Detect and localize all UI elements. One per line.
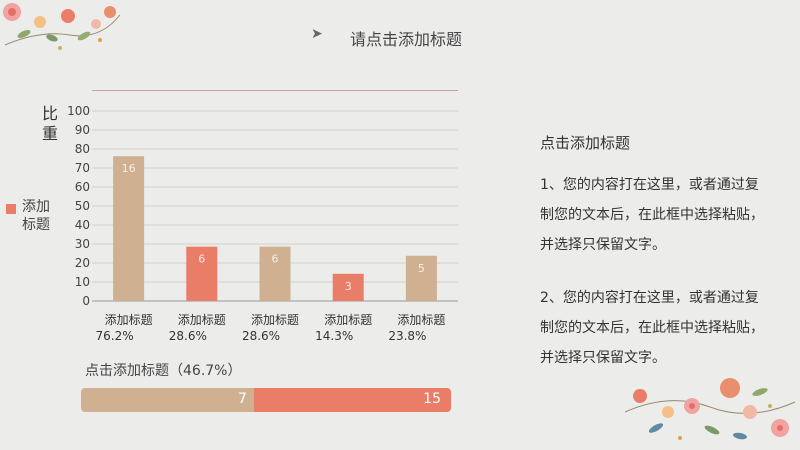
legend-label: 添加标题	[22, 199, 50, 233]
bar-data-label: 3	[345, 280, 352, 293]
progress-label: 点击添加标题（46.7%）	[85, 363, 242, 379]
progress-segment-a	[81, 388, 254, 412]
floral-decoration-top-left	[3, 3, 121, 50]
x-category-percent: 76.2%	[96, 329, 134, 343]
side-paragraph-1: 1、您的内容打在这里，或者通过复制您的文本后，在此框中选择粘贴，并选择只保留文字…	[540, 177, 764, 253]
bar-chart: 0 10 20 30 40 50 60 70 80 90 100 16 添加标题 76.2% 6 添加标题 28…	[67, 104, 458, 343]
legend-swatch	[6, 204, 16, 214]
progress-value-b: 15	[423, 391, 441, 407]
bar	[405, 255, 437, 301]
side-title: 点击添加标题	[540, 134, 631, 152]
progress-bar: 7 15	[81, 388, 451, 412]
y-tick-label: 40	[75, 218, 90, 232]
bar-data-label: 6	[272, 253, 279, 266]
x-category-label: 添加标题	[324, 313, 372, 327]
x-category-label: 添加标题	[105, 313, 153, 327]
side-paragraph-2: 2、您的内容打在这里，或者通过复制您的文本后，在此框中选择粘贴，并选择只保留文字…	[540, 290, 764, 366]
floral-decoration-bottom-right	[624, 378, 796, 440]
progress-segment-b	[254, 388, 451, 412]
y-axis-label: 比重	[41, 104, 58, 143]
y-tick-label: 20	[75, 256, 90, 270]
header-arrow-icon: ➤	[311, 26, 323, 42]
x-category-label: 添加标题	[178, 313, 226, 327]
progress-value-a: 7	[238, 391, 247, 407]
bar	[259, 246, 291, 301]
y-tick-label: 0	[82, 294, 90, 308]
bar-data-label: 5	[418, 262, 425, 275]
bar-data-label: 6	[198, 253, 205, 266]
header-title: 请点击添加标题	[350, 30, 463, 49]
divider-line	[92, 90, 458, 91]
y-tick-label: 70	[75, 161, 90, 175]
x-category-percent: 14.3%	[315, 329, 353, 343]
x-category-label: 添加标题	[397, 313, 445, 327]
bar	[113, 156, 145, 301]
y-tick-label: 100	[67, 104, 90, 118]
y-tick-label: 30	[75, 237, 90, 251]
y-tick-label: 90	[75, 123, 90, 137]
x-category-label: 添加标题	[251, 313, 299, 327]
y-tick-label: 80	[75, 142, 90, 156]
y-tick-label: 10	[75, 275, 90, 289]
y-tick-label: 50	[75, 199, 90, 213]
x-category-percent: 28.6%	[169, 329, 207, 343]
bar	[186, 246, 218, 301]
x-category-percent: 28.6%	[242, 329, 280, 343]
bar	[332, 273, 364, 301]
x-category-percent: 23.8%	[388, 329, 426, 343]
bar-data-label: 16	[122, 162, 136, 175]
y-tick-label: 60	[75, 180, 90, 194]
